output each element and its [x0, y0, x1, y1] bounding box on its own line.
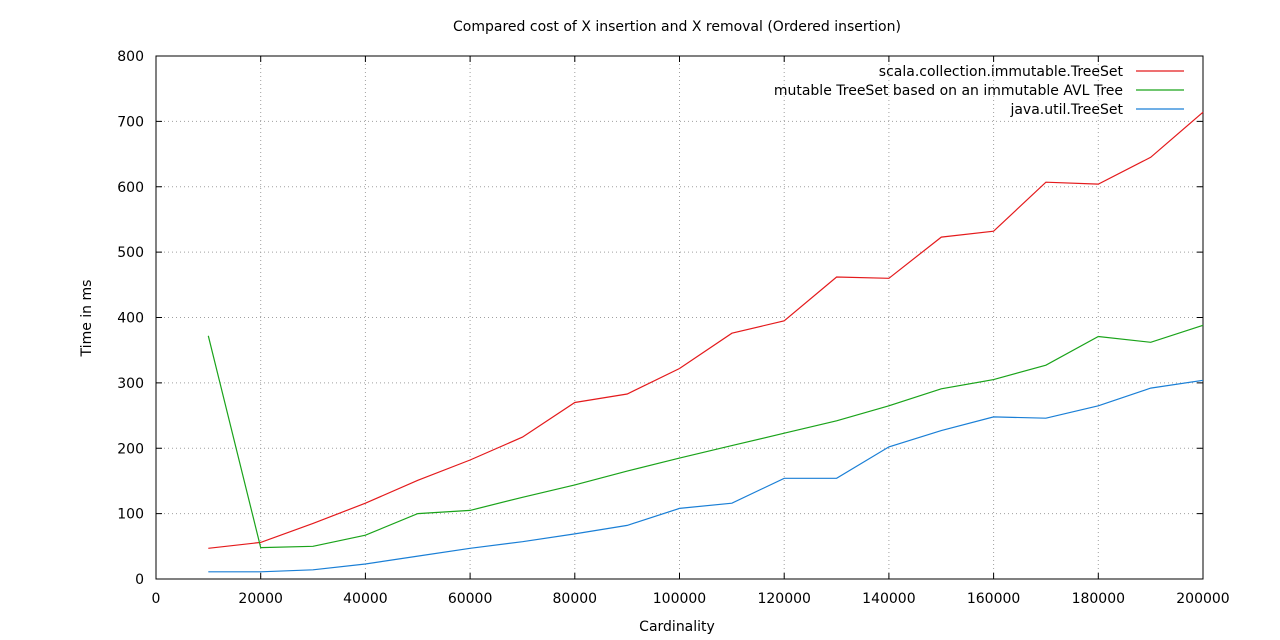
chart-title: Compared cost of X insertion and X remov… [453, 19, 901, 35]
legend-label: java.util.TreeSet [1009, 102, 1123, 118]
series [207, 111, 1204, 573]
y-tick-label: 100 [117, 507, 144, 523]
series-line-3 [208, 379, 1204, 573]
x-tick-label: 20000 [238, 591, 283, 607]
series-line-2 [207, 324, 1204, 549]
x-tick-label: 160000 [967, 591, 1020, 607]
y-tick-label: 500 [117, 245, 144, 261]
ticks: 0 20000 40000 60000 80000 100000 120000 140000 1… [117, 49, 1229, 607]
x-tick-label: 60000 [448, 591, 493, 607]
x-tick-label: 140000 [862, 591, 915, 607]
x-tick-label: 40000 [343, 591, 388, 607]
y-tick-label: 0 [135, 572, 144, 588]
legend: scala.collection.immutable.TreeSet mutabl… [774, 64, 1184, 118]
grid [156, 56, 1203, 579]
x-tick-label: 80000 [553, 591, 598, 607]
x-tick-label: 100000 [653, 591, 706, 607]
y-tick-label: 200 [117, 441, 144, 457]
y-tick-label: 300 [117, 376, 144, 392]
x-axis-label: Cardinality [639, 619, 715, 635]
x-tick-label: 0 [152, 591, 161, 607]
series-line-1 [208, 111, 1204, 549]
legend-label: scala.collection.immutable.TreeSet [879, 64, 1124, 80]
legend-label: mutable TreeSet based on an immutable AV… [774, 83, 1123, 99]
y-tick-label: 600 [117, 180, 144, 196]
x-tick-label: 180000 [1072, 591, 1125, 607]
y-tick-label: 800 [117, 49, 144, 65]
x-tick-label: 200000 [1176, 591, 1229, 607]
y-tick-label: 400 [117, 311, 144, 327]
y-axis-label: Time in ms [79, 280, 95, 358]
x-tick-label: 120000 [757, 591, 810, 607]
y-tick-label: 700 [117, 114, 144, 130]
